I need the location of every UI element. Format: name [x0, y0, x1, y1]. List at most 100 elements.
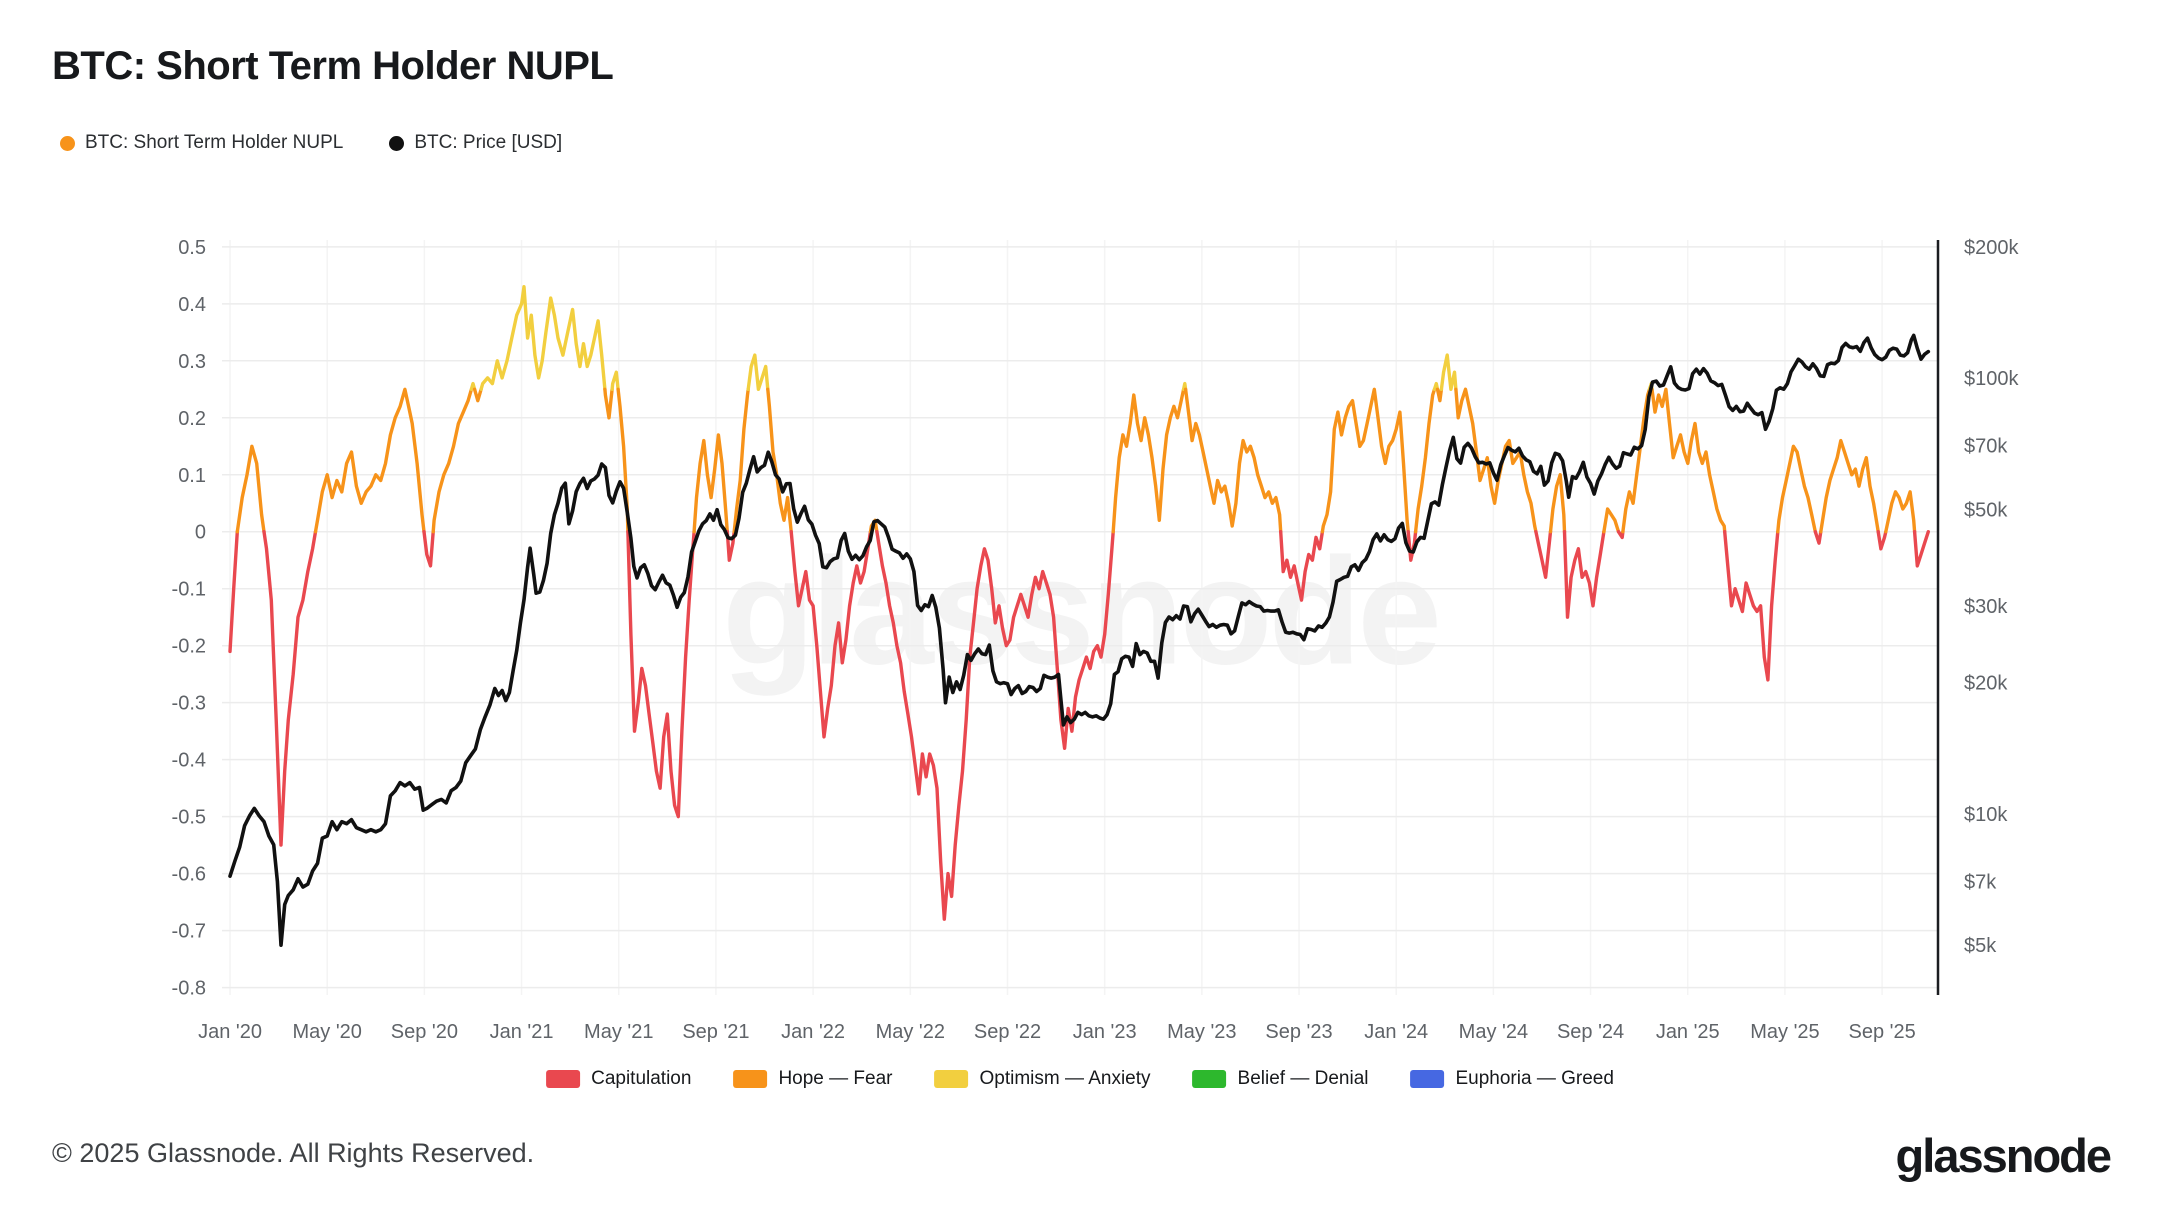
x-axis-tick-label: May '20: [292, 1021, 361, 1043]
nupl-line-segment: [1562, 530, 1606, 619]
left-axis-tick-label: 0.2: [178, 408, 206, 430]
optimism-anxiety-swatch-icon: [934, 1070, 969, 1088]
x-axis-tick-label: Sep '20: [391, 1021, 458, 1043]
nupl-line-segment: [1621, 387, 1652, 534]
right-axis-tick-label: $100k: [1964, 368, 2019, 390]
nupl-line-segment: [1413, 387, 1437, 534]
nupl-line-segment: [228, 530, 239, 654]
nupl-bands-legend: Capitulation Hope — Fear Optimism — Anxi…: [546, 1068, 1614, 1090]
left-axis-tick-label: 0: [195, 522, 206, 544]
right-axis-tick-label: $70k: [1964, 436, 2008, 458]
legend-label-euphoria-greed: Euphoria — Greed: [1455, 1068, 1614, 1089]
nupl-line-segment: [313, 387, 426, 534]
nupl-line-segment: [1876, 530, 1888, 551]
price-series-dot-icon: [389, 135, 405, 151]
legend-item-hope-fear[interactable]: Hope — Fear: [733, 1068, 892, 1090]
right-axis-tick-label: $5k: [1964, 935, 1997, 957]
nupl-line-segment: [1602, 507, 1621, 534]
nupl-line-segment: [1912, 530, 1930, 568]
x-axis-tick-label: May '23: [1167, 1021, 1236, 1043]
left-axis-tick-label: 0.5: [178, 237, 206, 259]
nupl-series-dot-icon: [60, 135, 75, 151]
price-line: [228, 333, 1931, 947]
euphoria-greed-swatch-icon: [1410, 1070, 1445, 1088]
x-axis-tick-label: May '24: [1459, 1021, 1528, 1043]
legend-label-capitulation: Capitulation: [591, 1068, 692, 1089]
x-axis-tick-label: Sep '25: [1849, 1021, 1916, 1043]
nupl-line-segment: [479, 285, 607, 391]
left-axis-tick-label: -0.6: [172, 864, 206, 886]
nupl-line-segment: [766, 387, 793, 534]
x-axis-tick-label: Sep '21: [682, 1021, 749, 1043]
nupl-line-segment: [626, 530, 696, 819]
nupl-line-segment: [1439, 353, 1458, 391]
left-axis-tick-label: -0.5: [172, 807, 206, 829]
x-axis-tick-label: May '25: [1750, 1021, 1819, 1043]
right-axis-tick-label: $7k: [1964, 871, 1997, 893]
top-legend-item-nupl[interactable]: BTC: Short Term Holder NUPL: [60, 132, 343, 154]
right-axis-tick-label: $20k: [1964, 673, 2008, 695]
left-axis-tick-label: -0.7: [172, 921, 206, 943]
nupl-line-segment: [610, 370, 620, 391]
nupl-line-segment: [1279, 530, 1325, 602]
top-legend-item-price[interactable]: BTC: Price [USD]: [389, 132, 562, 154]
x-axis-tick-label: Jan '22: [781, 1021, 845, 1043]
left-axis-tick-label: 0.4: [178, 294, 206, 316]
right-axis-tick-label: $30k: [1964, 596, 2008, 618]
legend-label-belief-denial: Belief — Denial: [1237, 1068, 1369, 1089]
right-axis-tick-label: $200k: [1964, 237, 2019, 259]
glassnode-logo[interactable]: glassnode: [1895, 1129, 2112, 1182]
nupl-line-segment: [472, 387, 483, 403]
x-axis-tick-label: May '21: [584, 1021, 653, 1043]
legend-label-hope-fear: Hope — Fear: [778, 1068, 893, 1089]
x-axis-tick-label: Jan '20: [198, 1021, 262, 1043]
nupl-line-segment: [1320, 387, 1410, 534]
legend-label-optimism-anxiety: Optimism — Anxiety: [979, 1068, 1151, 1089]
nupl-line-segment: [1432, 381, 1440, 391]
x-axis-tick-label: Jan '23: [1073, 1021, 1137, 1043]
nupl-line-segment: [262, 530, 318, 847]
capitulation-swatch-icon: [546, 1070, 581, 1088]
nupl-line-segment: [235, 444, 266, 534]
right-axis-tick-label: $10k: [1964, 804, 2008, 826]
nupl-line-segment: [1723, 530, 1780, 682]
nupl-line-segment: [1454, 387, 1538, 534]
nupl-line-segment: [875, 530, 1115, 921]
nupl-line-segment: [732, 387, 750, 534]
nupl-line-segment: [1616, 530, 1625, 540]
nupl-line-segment: [1534, 530, 1553, 579]
left-axis-tick-label: -0.4: [172, 750, 206, 772]
legend-item-capitulation[interactable]: Capitulation: [546, 1068, 691, 1090]
nupl-line-segment: [692, 433, 729, 534]
nupl-line-segment: [1884, 490, 1917, 534]
left-axis-tick-label: -0.2: [172, 636, 206, 658]
nupl-line-segment: [1181, 381, 1188, 391]
x-axis-tick-label: Jan '21: [490, 1021, 554, 1043]
nupl-line-segment: [1819, 438, 1880, 534]
legend-item-optimism-anxiety[interactable]: Optimism — Anxiety: [934, 1068, 1151, 1090]
nupl-line-segment: [469, 381, 477, 391]
x-axis-tick-label: Sep '24: [1557, 1021, 1624, 1043]
left-axis-tick-label: 0.1: [178, 465, 206, 487]
legend-item-belief-denial[interactable]: Belief — Denial: [1192, 1068, 1369, 1090]
left-axis-tick-label: 0.3: [178, 351, 206, 373]
top-legend-label-price: BTC: Price [USD]: [414, 132, 563, 153]
nupl-line-segment: [1650, 387, 1727, 534]
legend-item-euphoria-greed[interactable]: Euphoria — Greed: [1410, 1068, 1614, 1090]
top-legend-label-nupl: BTC: Short Term Holder NUPL: [85, 132, 344, 153]
belief-denial-swatch-icon: [1192, 1070, 1227, 1088]
x-axis-tick-label: Sep '22: [974, 1021, 1041, 1043]
right-axis-tick-label: $50k: [1964, 499, 2008, 521]
left-axis-tick-label: -0.8: [172, 978, 206, 1000]
nupl-line-segment: [789, 530, 873, 739]
x-axis-tick-label: May '22: [876, 1021, 945, 1043]
left-axis-tick-label: -0.1: [172, 579, 206, 601]
nupl-line-segment: [746, 353, 770, 391]
nupl-line-segment: [1548, 473, 1567, 534]
nupl-line-segment: [1813, 530, 1823, 545]
x-axis-tick-label: Jan '24: [1364, 1021, 1428, 1043]
nupl-line-segment: [1435, 387, 1444, 403]
nupl-line-segment: [431, 387, 474, 534]
x-axis-tick-label: Jan '25: [1656, 1021, 1720, 1043]
